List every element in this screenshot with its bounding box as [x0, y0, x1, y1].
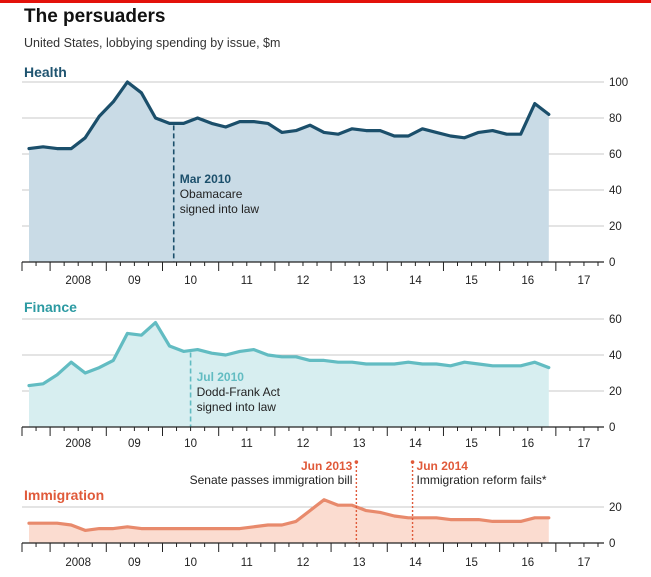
health-x-tick-label: 10 [184, 275, 197, 287]
immigration-x-tick-label: 12 [297, 557, 310, 569]
finance-annotation-1-text: signed into law [197, 400, 277, 414]
immigration-x-tick-label: 11 [241, 557, 253, 569]
immigration-annotation-2-label: Jun 2014 [417, 459, 469, 473]
immigration-x-tick-label: 16 [521, 557, 534, 569]
health-x-tick-label: 14 [409, 275, 422, 287]
health-y-tick-label: 100 [609, 77, 628, 89]
brand-rule [0, 0, 651, 3]
health-y-tick-label: 80 [609, 113, 622, 125]
health-annotation-1-label: Mar 2010 [180, 172, 232, 186]
immigration-y-tick-label: 20 [609, 502, 622, 514]
finance-y-tick-label: 0 [609, 422, 615, 434]
immigration-annotation-2-text: Immigration reform fails* [417, 473, 547, 487]
health-annotation-1-text: signed into law [180, 202, 260, 216]
immigration-series-line [27, 498, 551, 533]
immigration-annotation-1-text: Senate passes immigration bill [190, 473, 353, 487]
immigration-annotation-1-label: Jun 2013 [301, 459, 353, 473]
health-x-tick-label: 13 [353, 275, 366, 287]
immigration-x-tick-label: 09 [128, 557, 141, 569]
health-x-tick-label: 11 [241, 275, 253, 287]
finance-annotation-1-label: Jul 2010 [197, 370, 245, 384]
finance-panel-title: Finance [24, 299, 77, 315]
health-x-tick-label: 12 [297, 275, 310, 287]
finance-y-tick-label: 20 [609, 386, 622, 398]
health-y-tick-label: 20 [609, 221, 622, 233]
health-area [29, 82, 549, 262]
health-annotation-1-text: Obamacare [180, 187, 243, 201]
immigration-x-tick-label: 13 [353, 557, 366, 569]
immigration-panel-title: Immigration [24, 487, 104, 503]
finance-x-tick-label: 10 [184, 438, 197, 450]
immigration-x-tick-label: 10 [184, 557, 197, 569]
finance-x-tick-label: 14 [409, 438, 422, 450]
health-y-tick-label: 40 [609, 185, 622, 197]
chart-title: The persuaders [24, 6, 166, 27]
health-x-tick-label: 16 [521, 275, 534, 287]
immigration-x-tick-label: 2008 [65, 557, 91, 569]
finance-x-tick-label: 12 [297, 438, 310, 450]
health-x-tick-label: 2008 [65, 275, 91, 287]
finance-x-tick-label: 16 [521, 438, 534, 450]
finance-x-tick-label: 17 [578, 438, 591, 450]
immigration-y-tick-label: 0 [609, 538, 615, 550]
immigration-x-tick-label: 17 [578, 557, 591, 569]
immigration-annotation-2-dot [410, 460, 415, 464]
finance-area [29, 322, 549, 427]
health-series-line [27, 80, 551, 151]
immigration-area [29, 499, 549, 543]
finance-x-tick-label: 2008 [65, 438, 91, 450]
finance-series-line [27, 321, 551, 388]
finance-annotation-1-text: Dodd-Frank Act [197, 385, 281, 399]
immigration-annotation-1-dot [354, 460, 359, 464]
finance-x-tick-label: 11 [241, 438, 253, 450]
immigration-x-tick-label: 14 [409, 557, 422, 569]
health-y-tick-label: 0 [609, 257, 615, 269]
health-y-tick-label: 60 [609, 149, 622, 161]
health-panel-title: Health [24, 64, 67, 80]
immigration-x-tick-label: 15 [465, 557, 478, 569]
finance-y-tick-label: 40 [609, 350, 622, 362]
finance-x-tick-label: 09 [128, 438, 141, 450]
finance-y-tick-label: 60 [609, 314, 622, 326]
chart-subtitle: United States, lobbying spending by issu… [24, 36, 281, 50]
health-x-tick-label: 17 [578, 275, 591, 287]
finance-x-tick-label: 15 [465, 438, 478, 450]
health-x-tick-label: 09 [128, 275, 141, 287]
finance-x-tick-label: 13 [353, 438, 366, 450]
health-x-tick-label: 15 [465, 275, 478, 287]
